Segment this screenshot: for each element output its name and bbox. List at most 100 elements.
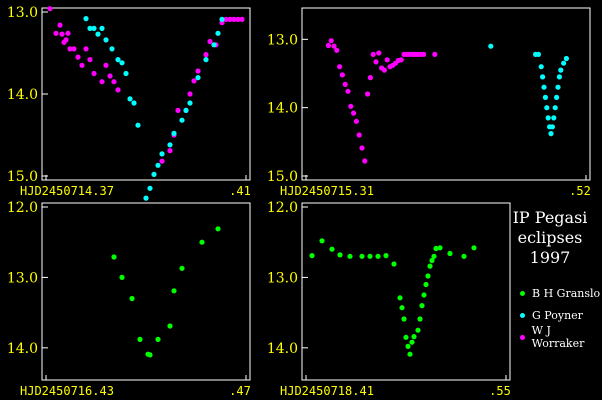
point-w-j-worraker xyxy=(47,6,53,12)
point-g-poyner xyxy=(179,117,185,123)
x-tick-label-start: HJD2450714.37 xyxy=(20,184,114,198)
x-tick-label-end: .55 xyxy=(489,384,511,398)
y-tick-label: 12.0 xyxy=(267,200,298,216)
point-g-poyner xyxy=(135,122,141,128)
point-g-poyner xyxy=(554,94,560,100)
point-g-poyner xyxy=(151,171,157,177)
point-b-h-granslo xyxy=(461,253,467,259)
y-tick-label: 15.0 xyxy=(7,169,38,185)
point-b-h-granslo xyxy=(119,274,125,280)
point-g-poyner xyxy=(538,64,544,70)
point-b-h-granslo xyxy=(401,316,407,322)
point-b-h-granslo xyxy=(427,263,433,269)
point-w-j-worraker xyxy=(191,78,197,84)
point-w-j-worraker xyxy=(398,57,404,63)
y-tick-label: 14.0 xyxy=(267,341,298,357)
point-g-poyner xyxy=(563,55,570,62)
legend-item-poyner: G Poyner xyxy=(520,304,602,326)
point-g-poyner xyxy=(143,195,149,201)
point-g-poyner xyxy=(552,105,558,111)
point-w-j-worraker xyxy=(71,46,77,52)
point-b-h-granslo xyxy=(347,253,353,259)
point-w-j-worraker xyxy=(75,54,81,60)
y-tick-label: 13.0 xyxy=(267,32,298,48)
point-b-h-granslo xyxy=(329,246,335,252)
point-w-j-worraker xyxy=(67,46,73,52)
legend: B H Granslo G Poyner W J Worraker xyxy=(520,282,602,350)
legend-label-granslo: B H Granslo xyxy=(532,286,601,300)
panel-4: 12.0 13.0 14.0 HJD2450718.41 .55 xyxy=(267,200,511,398)
point-w-j-worraker xyxy=(342,81,348,87)
point-g-poyner xyxy=(83,16,89,22)
point-g-poyner xyxy=(91,25,97,31)
y-tick-label: 13.0 xyxy=(7,270,38,286)
point-w-j-worraker xyxy=(353,118,359,124)
point-b-h-granslo xyxy=(405,343,411,349)
legend-title-line-1: IP Pegasi xyxy=(512,208,588,227)
point-g-poyner xyxy=(551,115,557,121)
point-b-h-granslo xyxy=(433,245,439,252)
legend-label-poyner: G Poyner xyxy=(532,308,583,322)
point-b-h-granslo xyxy=(337,252,343,258)
point-b-h-granslo xyxy=(397,295,403,301)
legend-marker-granslo xyxy=(520,290,525,296)
point-w-j-worraker xyxy=(328,38,334,44)
point-g-poyner xyxy=(103,37,109,43)
point-w-j-worraker xyxy=(334,47,340,53)
legend-item-worraker: W J Worraker xyxy=(520,324,602,350)
point-w-j-worraker xyxy=(203,52,209,58)
point-w-j-worraker xyxy=(231,16,237,22)
y-tick-label: 14.0 xyxy=(7,341,38,357)
point-g-poyner xyxy=(203,57,209,63)
point-w-j-worraker xyxy=(339,72,345,78)
point-b-h-granslo xyxy=(409,339,415,345)
point-w-j-worraker xyxy=(79,62,85,68)
point-g-poyner xyxy=(548,131,554,137)
point-b-h-granslo xyxy=(309,253,315,259)
point-g-poyner xyxy=(219,16,225,22)
point-b-h-granslo xyxy=(425,273,431,279)
y-tick-label: 12.0 xyxy=(7,200,38,216)
point-w-j-worraker xyxy=(356,132,362,138)
plot-frame xyxy=(301,202,511,381)
point-b-h-granslo xyxy=(403,334,409,340)
point-b-h-granslo xyxy=(471,245,477,251)
point-w-j-worraker xyxy=(223,16,229,22)
y-tick-label: 14.0 xyxy=(7,87,38,103)
point-w-j-worraker xyxy=(107,73,113,79)
legend-title-line-2: eclipses xyxy=(517,228,583,247)
point-w-j-worraker xyxy=(63,37,69,43)
point-g-poyner xyxy=(488,43,494,49)
point-g-poyner xyxy=(540,74,546,80)
point-g-poyner xyxy=(87,25,93,31)
point-b-h-granslo xyxy=(147,352,153,358)
plot-frame xyxy=(41,202,251,381)
x-tick-label-start: HJD2450715.31 xyxy=(280,184,374,198)
point-g-poyner xyxy=(131,100,137,106)
point-g-poyner xyxy=(556,74,563,80)
point-g-poyner xyxy=(187,100,193,106)
point-b-h-granslo xyxy=(167,323,173,329)
point-g-poyner xyxy=(123,70,129,77)
point-w-j-worraker xyxy=(421,51,427,58)
point-w-j-worraker xyxy=(384,57,390,63)
legend-marker-poyner xyxy=(520,312,525,318)
point-g-poyner xyxy=(561,60,567,66)
point-b-h-granslo xyxy=(359,253,365,259)
point-w-j-worraker xyxy=(207,38,213,45)
point-b-h-granslo xyxy=(383,253,389,259)
point-w-j-worraker xyxy=(65,30,71,36)
x-tick-label-end: .41 xyxy=(229,184,251,198)
x-tick-label-start: HJD2450718.41 xyxy=(280,384,374,398)
point-w-j-worraker xyxy=(376,50,382,56)
point-b-h-granslo xyxy=(155,336,161,342)
legend-title: IP Pegasi eclipses 1997 xyxy=(510,208,590,268)
point-g-poyner xyxy=(159,151,165,157)
panel-3: 12.0 13.0 14.0 HJD2450716.43 .47 xyxy=(7,200,251,398)
point-g-poyner xyxy=(155,162,161,168)
point-b-h-granslo xyxy=(447,250,453,257)
point-w-j-worraker xyxy=(239,16,245,22)
point-w-j-worraker xyxy=(381,67,387,73)
point-w-j-worraker xyxy=(337,64,343,70)
